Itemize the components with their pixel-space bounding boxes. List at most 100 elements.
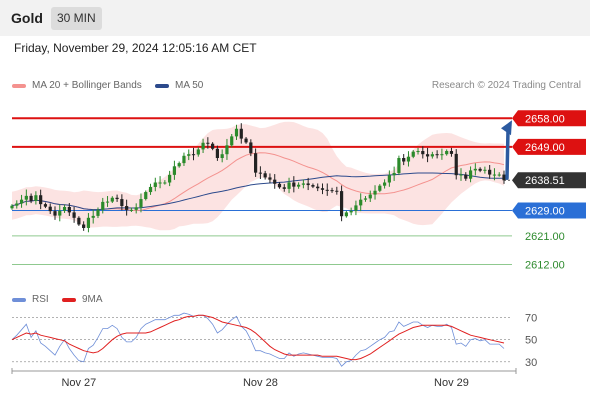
level-text: 2638.51 bbox=[525, 175, 565, 187]
candle-body bbox=[445, 151, 449, 155]
candle-body bbox=[239, 128, 243, 139]
candle-body bbox=[129, 209, 134, 211]
candle-body bbox=[292, 182, 296, 187]
candle-body bbox=[488, 169, 492, 175]
candle-body bbox=[449, 151, 454, 154]
level-text: 2649.00 bbox=[525, 142, 565, 154]
candle-body bbox=[330, 190, 334, 192]
timeframe-button[interactable]: 30 MIN bbox=[51, 7, 102, 30]
candle-body bbox=[177, 163, 181, 167]
candle-body bbox=[277, 183, 282, 188]
rsi-series-9ma bbox=[11, 314, 505, 361]
level-tag bbox=[512, 202, 586, 219]
candle-body bbox=[67, 206, 71, 213]
level-tag bbox=[512, 110, 586, 127]
candle-body bbox=[435, 154, 439, 156]
candle-body bbox=[215, 148, 219, 159]
rsi-tick-label: 30 bbox=[525, 357, 537, 369]
candle-body bbox=[387, 175, 391, 183]
legend-9ma-label: 9MA bbox=[82, 294, 103, 305]
candle-body bbox=[416, 151, 420, 153]
candle-body bbox=[459, 174, 463, 176]
candle-body bbox=[411, 151, 415, 157]
level-label-2658.00: 2658.00 bbox=[512, 110, 586, 127]
candle-body bbox=[110, 197, 114, 202]
candle-body bbox=[225, 145, 229, 155]
rsi-tick-label: 70 bbox=[525, 313, 537, 325]
candle-body bbox=[483, 169, 487, 171]
candle-body bbox=[206, 142, 210, 144]
x-tick-label: Nov 29 bbox=[434, 377, 469, 389]
candle-body bbox=[148, 186, 153, 193]
projection-arrow-shaft bbox=[505, 128, 510, 180]
candle-body bbox=[115, 197, 119, 200]
candle-body bbox=[201, 142, 205, 150]
candle-body bbox=[96, 209, 100, 216]
candle-body bbox=[10, 205, 14, 209]
candle-body bbox=[497, 174, 501, 176]
candle-body bbox=[249, 142, 253, 154]
instrument-title: Gold bbox=[11, 10, 43, 26]
candle-body bbox=[468, 170, 473, 179]
candle-body bbox=[478, 168, 482, 171]
candle-body bbox=[354, 205, 358, 211]
rsi-panel: 30 50 70 bbox=[11, 313, 537, 369]
candle-body bbox=[378, 185, 382, 191]
candle-body bbox=[306, 183, 310, 186]
candle-body bbox=[220, 154, 224, 159]
candle-body bbox=[258, 172, 262, 174]
legend-ma50-label: MA 50 bbox=[175, 80, 204, 91]
legend-ma20: MA 20 + Bollinger Bands bbox=[12, 80, 142, 91]
candle-body bbox=[91, 215, 95, 218]
candle-body bbox=[82, 224, 86, 228]
candle-body bbox=[34, 195, 38, 201]
candle-body bbox=[144, 192, 148, 200]
candle-body bbox=[24, 195, 28, 200]
candle-body bbox=[406, 156, 411, 162]
x-tick-label: Nov 28 bbox=[243, 377, 278, 389]
candle-body bbox=[168, 174, 172, 183]
candle-body bbox=[282, 187, 286, 189]
candle-body bbox=[392, 172, 396, 176]
header-bar: Gold 30 MIN bbox=[0, 0, 590, 36]
candle-body bbox=[316, 186, 320, 189]
candle-body bbox=[43, 204, 48, 207]
candle-body bbox=[72, 212, 76, 218]
candle-body bbox=[335, 190, 339, 192]
candle-body bbox=[430, 154, 434, 157]
candle-body bbox=[182, 155, 186, 164]
candle-body bbox=[125, 206, 129, 210]
candle-body bbox=[77, 217, 81, 225]
candle-body bbox=[53, 211, 57, 216]
candle-body bbox=[263, 173, 267, 178]
candle-body bbox=[158, 182, 162, 184]
candle-body bbox=[19, 199, 24, 204]
legend-ma20-label: MA 20 + Bollinger Bands bbox=[32, 80, 142, 91]
legend-ma50: MA 50 bbox=[155, 80, 203, 91]
level-tag bbox=[512, 172, 586, 189]
candle-body bbox=[15, 203, 19, 206]
candle-body bbox=[163, 182, 167, 184]
candle-body bbox=[473, 168, 477, 171]
rsi-swatch bbox=[12, 297, 26, 302]
candle-body bbox=[196, 149, 200, 155]
ma20-swatch bbox=[12, 83, 26, 88]
candle-body bbox=[492, 174, 497, 176]
candle-body bbox=[48, 206, 52, 212]
level-label-2638.51: 2638.51 bbox=[512, 172, 586, 189]
level-tag bbox=[512, 138, 586, 155]
candle-body bbox=[191, 154, 196, 156]
level-text: 2612.00 bbox=[525, 260, 565, 272]
legend-9ma: 9MA bbox=[62, 294, 103, 305]
candle-body bbox=[382, 182, 387, 186]
candle-body bbox=[268, 177, 272, 180]
candle-body bbox=[172, 166, 177, 175]
ma9-swatch bbox=[62, 297, 76, 302]
level-label-2649.00: 2649.00 bbox=[512, 138, 586, 155]
time-axis: Nov 27 Nov 28 Nov 29 bbox=[11, 368, 517, 389]
candle-body bbox=[29, 195, 33, 201]
chart-datetime: Friday, November 29, 2024 12:05:16 AM CE… bbox=[14, 41, 257, 55]
projection-arrow-head bbox=[501, 120, 512, 136]
candle-body bbox=[402, 158, 406, 162]
